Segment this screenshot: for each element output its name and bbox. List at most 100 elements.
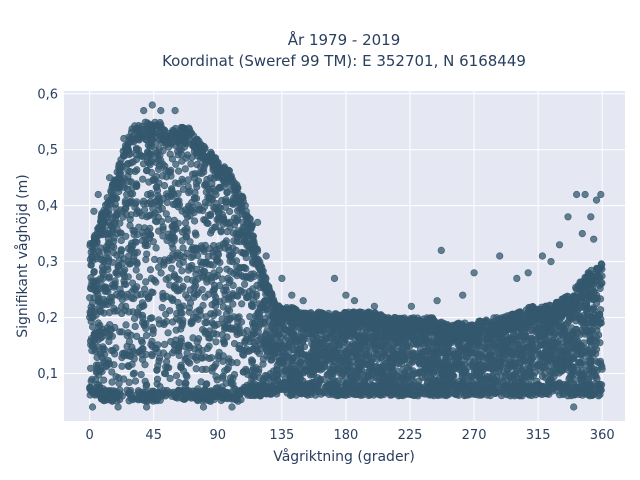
data-point [425,363,433,371]
data-point [125,260,133,268]
data-point [300,334,308,342]
data-point [163,236,171,244]
data-point [547,338,555,347]
data-point [590,306,598,314]
data-point [175,167,183,175]
data-point [251,324,260,332]
data-point [200,145,208,153]
data-point [223,265,231,273]
data-point [267,356,275,364]
data-point [245,347,254,355]
data-point [297,358,305,367]
data-point [135,209,143,217]
data-point [164,329,172,337]
data-point [212,330,221,338]
data-point [228,251,236,259]
data-point [160,369,169,377]
data-point [229,380,237,388]
data-point [441,325,449,333]
data-point [477,361,485,369]
data-point [483,373,491,381]
data-point [338,372,346,380]
data-point [326,369,334,377]
data-point [504,375,512,384]
data-point [249,296,258,304]
data-point [105,360,114,368]
data-point [593,314,601,323]
data-point [138,355,147,364]
data-point [162,210,170,218]
data-point [139,152,147,160]
data-point [162,275,170,283]
data-point [123,332,131,340]
data-point [212,372,220,381]
data-point [122,232,130,240]
data-point [168,264,176,272]
data-point [146,224,154,232]
data-point [141,241,149,250]
data-point [224,305,232,313]
data-point [96,301,104,309]
data-point [596,339,604,347]
data-point [343,340,351,348]
data-point [374,366,383,375]
data-point [531,345,540,353]
data-point [417,346,425,354]
data-point [588,367,596,375]
data-point [577,352,586,360]
data-point [175,303,183,311]
data-point [163,199,171,207]
data-point [171,179,179,187]
data-point [131,322,139,331]
data-point [569,355,578,363]
data-point [387,346,396,354]
data-point [241,280,249,288]
data-point [198,354,206,362]
data-point [494,360,502,368]
data-point [230,371,239,379]
data-point [351,334,359,342]
data-point [212,223,220,231]
data-point [172,326,180,334]
data-point [263,372,271,380]
data-point [105,273,113,281]
data-point [513,347,522,355]
data-point [187,264,195,273]
data-point [265,333,273,341]
data-point [514,341,522,349]
data-point [208,301,216,309]
data-point [300,368,308,376]
data-point [566,374,574,382]
data-point [190,293,198,302]
data-point [139,175,147,183]
data-point [113,209,121,217]
data-point [559,332,567,340]
data-point [398,348,407,357]
data-point [211,187,219,195]
chart-title-line1: År 1979 - 2019 [288,30,401,49]
data-point [182,379,190,387]
data-point [138,338,146,346]
data-point [178,322,186,330]
data-point [413,330,421,338]
data-point [155,194,163,202]
data-point [114,270,122,278]
data-point [525,351,533,359]
data-point [120,277,128,285]
data-point [367,375,375,383]
data-point [596,295,605,303]
data-point [114,263,122,271]
data-point [172,336,180,344]
data-point [598,272,606,280]
data-point [485,343,493,352]
data-point [112,344,120,352]
data-point [380,336,388,345]
data-point [215,281,224,290]
data-point [108,378,116,386]
data-point [161,162,169,170]
data-point [464,342,472,350]
data-point [593,326,601,335]
data-point [312,376,320,384]
data-point [210,203,218,212]
data-point [222,237,230,245]
